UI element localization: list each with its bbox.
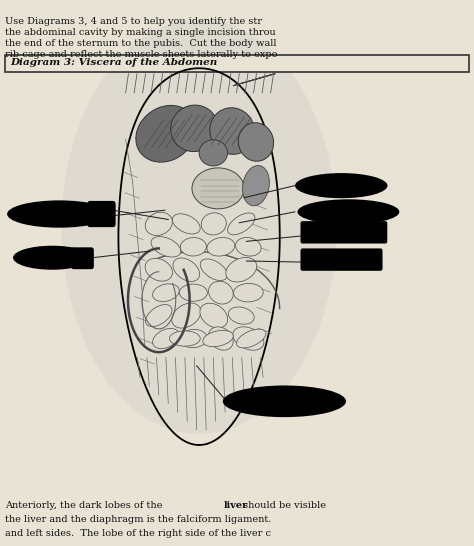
Ellipse shape — [243, 165, 269, 206]
Ellipse shape — [237, 329, 266, 348]
Ellipse shape — [13, 246, 91, 270]
Bar — [5, 55, 469, 72]
FancyBboxPatch shape — [301, 221, 387, 244]
FancyBboxPatch shape — [87, 201, 116, 227]
Ellipse shape — [145, 258, 173, 281]
Ellipse shape — [228, 307, 254, 324]
Ellipse shape — [200, 259, 228, 281]
Text: Anteriorly, the dark lobes of the: Anteriorly, the dark lobes of the — [5, 501, 165, 510]
Ellipse shape — [236, 238, 261, 256]
Text: should be visible: should be visible — [240, 501, 326, 510]
Ellipse shape — [298, 199, 399, 224]
Ellipse shape — [234, 283, 263, 302]
Ellipse shape — [62, 19, 337, 434]
Ellipse shape — [210, 108, 255, 155]
Ellipse shape — [179, 284, 208, 301]
Ellipse shape — [228, 213, 255, 235]
Ellipse shape — [223, 385, 346, 417]
FancyBboxPatch shape — [301, 248, 383, 271]
Ellipse shape — [151, 236, 181, 257]
Ellipse shape — [172, 303, 201, 328]
Ellipse shape — [173, 214, 200, 234]
Ellipse shape — [203, 330, 233, 347]
Ellipse shape — [171, 105, 218, 152]
Ellipse shape — [181, 238, 206, 256]
Ellipse shape — [199, 140, 228, 166]
Ellipse shape — [209, 281, 233, 304]
Text: and left sides.  The lobe of the right side of the liver c: and left sides. The lobe of the right si… — [5, 529, 271, 537]
Ellipse shape — [146, 305, 172, 327]
Ellipse shape — [207, 238, 235, 256]
Ellipse shape — [238, 123, 273, 161]
Ellipse shape — [192, 168, 244, 209]
Ellipse shape — [180, 329, 207, 348]
Ellipse shape — [209, 327, 233, 350]
Ellipse shape — [7, 200, 111, 228]
Ellipse shape — [170, 331, 200, 346]
Ellipse shape — [173, 258, 200, 281]
Ellipse shape — [153, 329, 179, 348]
Ellipse shape — [233, 327, 264, 350]
Text: rib cage and reflect the muscle sheets laterally to expo: rib cage and reflect the muscle sheets l… — [5, 50, 277, 59]
Text: the liver and the diaphragm is the falciform ligament.: the liver and the diaphragm is the falci… — [5, 515, 271, 524]
FancyBboxPatch shape — [71, 247, 94, 269]
Ellipse shape — [201, 213, 226, 235]
Ellipse shape — [136, 105, 196, 162]
Text: the abdominal cavity by making a single incision throu: the abdominal cavity by making a single … — [5, 28, 275, 37]
Ellipse shape — [145, 212, 173, 235]
Ellipse shape — [153, 284, 179, 301]
Text: Diagram 3: Viscera of the Abdomen: Diagram 3: Viscera of the Abdomen — [10, 58, 218, 67]
Text: the end of the sternum to the pubis.  Cut the body wall: the end of the sternum to the pubis. Cut… — [5, 39, 276, 48]
Ellipse shape — [200, 303, 228, 328]
Ellipse shape — [226, 258, 257, 282]
Text: Use Diagrams 3, 4 and 5 to help you identify the str: Use Diagrams 3, 4 and 5 to help you iden… — [5, 17, 262, 26]
Text: liver: liver — [223, 501, 248, 510]
Ellipse shape — [295, 173, 387, 198]
